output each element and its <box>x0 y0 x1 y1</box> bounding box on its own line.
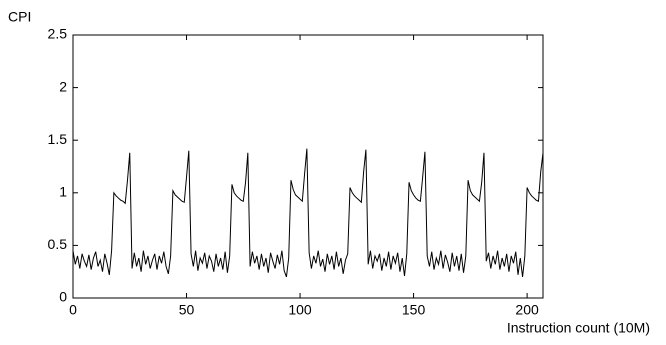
y-tick-label: 1 <box>59 184 67 200</box>
x-tick-label: 200 <box>515 302 539 318</box>
plot-frame <box>72 34 544 299</box>
x-tick-label: 50 <box>179 302 195 318</box>
y-tick-label: 2.5 <box>48 26 68 42</box>
x-tick-label: 100 <box>288 302 312 318</box>
y-tick-label: 2 <box>59 78 67 94</box>
y-tick-label: 0 <box>59 289 67 305</box>
x-tick-label: 150 <box>402 302 426 318</box>
x-axis-label: Instruction count (10M) <box>507 320 650 336</box>
y-tick-label: 0.5 <box>48 236 68 252</box>
y-tick-label: 1.5 <box>48 131 68 147</box>
cpi-line <box>72 148 544 278</box>
y-axis-label: CPI <box>8 9 31 25</box>
x-tick-label: 0 <box>69 302 77 318</box>
